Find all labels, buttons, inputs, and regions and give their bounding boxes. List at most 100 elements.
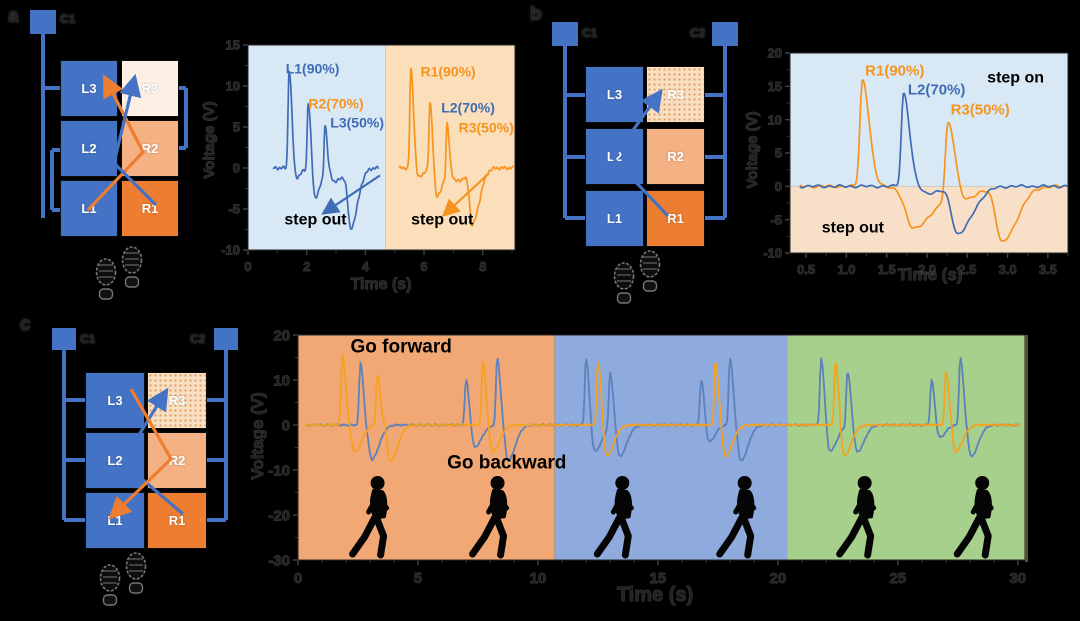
panel-b-label: b — [530, 4, 542, 25]
chart-annotation: step out — [822, 220, 885, 237]
y-tick-label: -30 — [268, 552, 290, 569]
x-tick-label: 6 — [420, 259, 427, 274]
panel-c-tile-L1: L1 — [85, 492, 145, 549]
chart-region — [248, 45, 386, 250]
chart-annotation: R1(90%) — [865, 63, 924, 80]
panel-a-connector-C1 — [30, 10, 56, 34]
y-axis-label: Voltage (V) — [745, 111, 761, 188]
panel-a-tile-L1: L1 — [60, 180, 118, 237]
y-tick-label: 10 — [226, 79, 240, 94]
panel-a-connector-label-C1: C1 — [60, 12, 76, 26]
x-tick-label: 2.5 — [958, 262, 976, 277]
chart-annotation: Go forward — [350, 337, 451, 358]
chart-region — [298, 335, 555, 560]
x-tick-label: 2.0 — [918, 262, 936, 277]
panel-b-connector-C1 — [552, 22, 578, 46]
panel-c-connector-label-C1: C1 — [80, 332, 96, 346]
chart-annotation: R1(90%) — [420, 64, 475, 80]
chart-annotation: L1(90%) — [286, 60, 340, 76]
chart-annotation: L2(70%) — [908, 81, 966, 98]
footprints-icon — [99, 552, 147, 606]
x-axis-label: Time (s) — [350, 276, 411, 293]
trace-orange — [304, 354, 1021, 463]
x-tick-label: 3.0 — [999, 262, 1017, 277]
y-tick-label: -10 — [268, 462, 290, 479]
trace-orange — [398, 67, 515, 227]
x-tick-label: 0.5 — [797, 262, 815, 277]
x-tick-label: 8 — [479, 259, 486, 274]
x-tick-label: 5 — [414, 570, 422, 587]
chart-region — [790, 186, 1068, 253]
walking-person-icon — [716, 476, 757, 559]
panel-c-tile-L2: L2 — [85, 432, 145, 489]
panel-a-tile-R3: R3 — [121, 60, 179, 117]
footprints-icon — [613, 250, 661, 304]
panel-a-tile-R2: R2 — [121, 120, 179, 177]
y-tick-label: 15 — [768, 79, 782, 94]
chart-annotation: R3(50%) — [459, 119, 514, 135]
chart-region — [554, 335, 788, 560]
chart-region — [790, 53, 1068, 187]
panel-a-label: a — [8, 6, 19, 27]
panel-c-connector-C2 — [214, 328, 238, 350]
y-tick-label: -10 — [221, 243, 240, 258]
panel-c-tile-L3: L3 — [85, 372, 145, 429]
y-tick-label: -10 — [763, 246, 782, 261]
y-axis-label: Voltage (V) — [250, 392, 267, 480]
chart-annotation: step out — [411, 212, 474, 229]
panel-a-tile-L2: L2 — [60, 120, 118, 177]
y-tick-label: 15 — [226, 38, 240, 53]
walking-person-icon — [836, 476, 877, 559]
panel-b-connector-label-C1: C1 — [582, 26, 598, 40]
y-tick-label: 0 — [282, 417, 290, 434]
chart-annotation: Go backward — [447, 453, 566, 474]
panel-b-tile-L3: L3 — [585, 66, 644, 123]
y-tick-label: -5 — [770, 212, 782, 227]
y-tick-label: 10 — [273, 372, 290, 389]
walking-person-icon — [593, 476, 634, 559]
walking-person-icon — [953, 476, 994, 559]
walking-person-icon — [469, 476, 510, 559]
x-axis-label: Time (s) — [898, 265, 963, 284]
x-tick-label: 1.0 — [837, 262, 855, 277]
x-tick-label: 20 — [770, 570, 787, 587]
panel-c-tile-R2: R2 — [147, 432, 207, 489]
annotation-arrow — [321, 174, 381, 215]
x-tick-label: 0 — [244, 259, 251, 274]
x-axis-label: Time (s) — [617, 584, 693, 606]
chart-annotation: R3(50%) — [951, 101, 1010, 118]
y-tick-label: 5 — [233, 120, 240, 135]
chart-annotation: R2(70%) — [308, 96, 363, 112]
chart-annotation: L2(70%) — [441, 100, 495, 116]
panel-b-tile-R1: R1 — [646, 190, 705, 247]
panel-b-tile-R3: R3 — [646, 66, 705, 123]
y-tick-label: 20 — [273, 327, 290, 344]
y-axis-label: Voltage (V) — [201, 101, 218, 178]
y-tick-label: 20 — [768, 46, 782, 61]
panel-c-tile-R1: R1 — [147, 492, 207, 549]
trace-blue — [799, 92, 1068, 235]
chart-b: 0.5 1.0 1.5 2.0 2.5 3.0 3.5 20 15 10 5 0 -5 -10 Voltag… — [745, 45, 1069, 284]
chart-annotation: L3(50%) — [330, 114, 384, 130]
x-tick-label: 4 — [362, 259, 370, 274]
panel-b-tile-L2: L2 — [585, 128, 644, 185]
panel-c-connector-label-C2: C2 — [190, 332, 206, 346]
annotation-arrow — [441, 172, 490, 217]
x-tick-label: 3.5 — [1039, 262, 1057, 277]
panel-b-tile-R2: R2 — [646, 128, 705, 185]
footprints-icon — [95, 246, 143, 300]
panel-a-tile-R1: R1 — [121, 180, 179, 237]
panel-a-tile-L3: L3 — [60, 60, 118, 117]
y-tick-label: -20 — [268, 507, 290, 524]
y-tick-label: 0 — [233, 161, 240, 176]
panel-c-tile-R3: R3 — [147, 372, 207, 429]
x-tick-label: 30 — [1009, 570, 1026, 587]
chart-a: 0 2 4 6 8 15 10 5 0 -5 -10 Voltage (V) Time (s) L1(90… — [201, 37, 516, 293]
chart-annotation: step out — [284, 212, 347, 229]
x-tick-label: 1.5 — [878, 262, 896, 277]
panel-b-tile-L1: L1 — [585, 190, 644, 247]
y-tick-label: -5 — [228, 202, 240, 217]
panel-b-connector-label-C2: C2 — [690, 26, 706, 40]
y-tick-label: 10 — [768, 112, 782, 127]
